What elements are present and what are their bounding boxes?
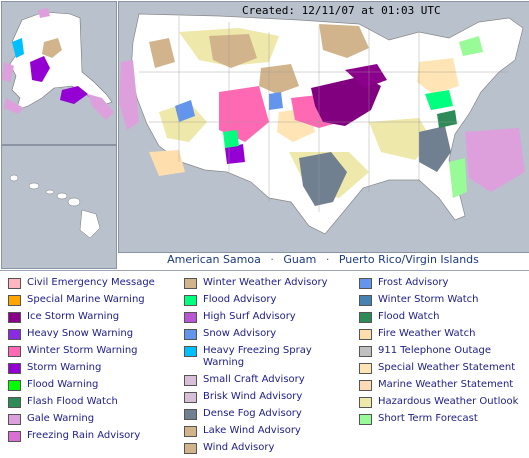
legend-label: Heavy Freezing Spray Warning bbox=[203, 345, 312, 368]
legend-swatch bbox=[359, 329, 372, 340]
legend-swatch bbox=[8, 431, 21, 442]
legend-swatch bbox=[359, 363, 372, 374]
puerto-rico-virgin-islands-link[interactable]: Puerto Rico/Virgin Islands bbox=[338, 253, 479, 266]
legend-swatch bbox=[359, 380, 372, 391]
legend-label: Winter Storm Watch bbox=[378, 294, 479, 305]
guam-link[interactable]: Guam bbox=[283, 253, 317, 266]
legend-label: Flood Watch bbox=[378, 311, 440, 322]
legend-label: Winter Weather Advisory bbox=[203, 277, 328, 288]
legend-label: Winter Storm Warning bbox=[27, 345, 138, 356]
legend-label: Gale Warning bbox=[27, 413, 95, 424]
legend-swatch bbox=[184, 426, 197, 437]
legend-label: Fire Weather Watch bbox=[378, 328, 476, 339]
hazard-legend: Civil Emergency Message Special Marine Wa… bbox=[0, 272, 529, 454]
legend-label: High Surf Advisory bbox=[203, 311, 296, 322]
legend-swatch bbox=[359, 414, 372, 425]
legend-label: Wind Advisory bbox=[203, 442, 275, 453]
legend-swatch bbox=[184, 375, 197, 386]
legend-swatch bbox=[8, 329, 21, 340]
legend-swatch bbox=[184, 278, 197, 289]
legend-swatch bbox=[359, 397, 372, 408]
legend-swatch bbox=[359, 295, 372, 306]
legend-label: 911 Telephone Outage bbox=[378, 345, 491, 356]
separator: · bbox=[325, 253, 330, 266]
legend-label: Flood Warning bbox=[27, 379, 99, 390]
legend-swatch bbox=[8, 346, 21, 357]
hawaii-inset-map[interactable] bbox=[1, 145, 117, 269]
legend-swatch bbox=[184, 392, 197, 403]
legend-label: Frost Advisory bbox=[378, 277, 449, 288]
legend-label: Freezing Rain Advisory bbox=[27, 430, 141, 441]
legend-label: Flash Flood Watch bbox=[27, 396, 118, 407]
legend-swatch bbox=[184, 312, 197, 323]
legend-label: Special Marine Warning bbox=[27, 294, 145, 305]
alaska-inset-map[interactable] bbox=[1, 1, 117, 145]
legend-swatch bbox=[8, 380, 21, 391]
legend-label: Heavy Snow Warning bbox=[27, 328, 134, 339]
legend-label: Hazardous Weather Outlook bbox=[378, 396, 519, 407]
legend-label: Snow Advisory bbox=[203, 328, 277, 339]
separator: · bbox=[270, 253, 274, 266]
legend-swatch bbox=[359, 346, 372, 357]
american-samoa-link[interactable]: American Samoa bbox=[167, 253, 261, 266]
legend-swatch bbox=[184, 346, 197, 357]
legend-swatch bbox=[359, 278, 372, 289]
legend-swatch bbox=[8, 363, 21, 374]
legend-label: Special Weather Statement bbox=[378, 362, 516, 373]
legend-label: Short Term Forecast bbox=[378, 413, 478, 424]
created-timestamp: Created: 12/11/07 at 01:03 UTC bbox=[242, 4, 441, 17]
legend-label: Civil Emergency Message bbox=[27, 277, 155, 288]
legend-label: Ice Storm Warning bbox=[27, 311, 120, 322]
legend-swatch bbox=[8, 278, 21, 289]
legend-label: Flood Advisory bbox=[203, 294, 277, 305]
legend-swatch bbox=[8, 295, 21, 306]
legend-swatch bbox=[359, 312, 372, 323]
contiguous-us-map[interactable] bbox=[118, 1, 529, 253]
legend-swatch bbox=[184, 295, 197, 306]
legend-label: Marine Weather Statement bbox=[378, 379, 514, 390]
legend-swatch bbox=[184, 409, 197, 420]
legend-swatch bbox=[8, 397, 21, 408]
legend-label: Dense Fog Advisory bbox=[203, 408, 302, 419]
legend-label: Storm Warning bbox=[27, 362, 102, 373]
legend-label: Small Craft Advisory bbox=[203, 374, 305, 385]
legend-swatch bbox=[184, 329, 197, 340]
legend-label: Brisk Wind Advisory bbox=[203, 391, 303, 402]
legend-swatch bbox=[8, 414, 21, 425]
legend-label: Lake Wind Advisory bbox=[203, 425, 301, 436]
territory-links: American Samoa · Guam · Puerto Rico/Virg… bbox=[118, 253, 528, 269]
hazards-map-area: Created: 12/11/07 at 01:03 UTC American … bbox=[0, 0, 529, 271]
legend-swatch bbox=[8, 312, 21, 323]
